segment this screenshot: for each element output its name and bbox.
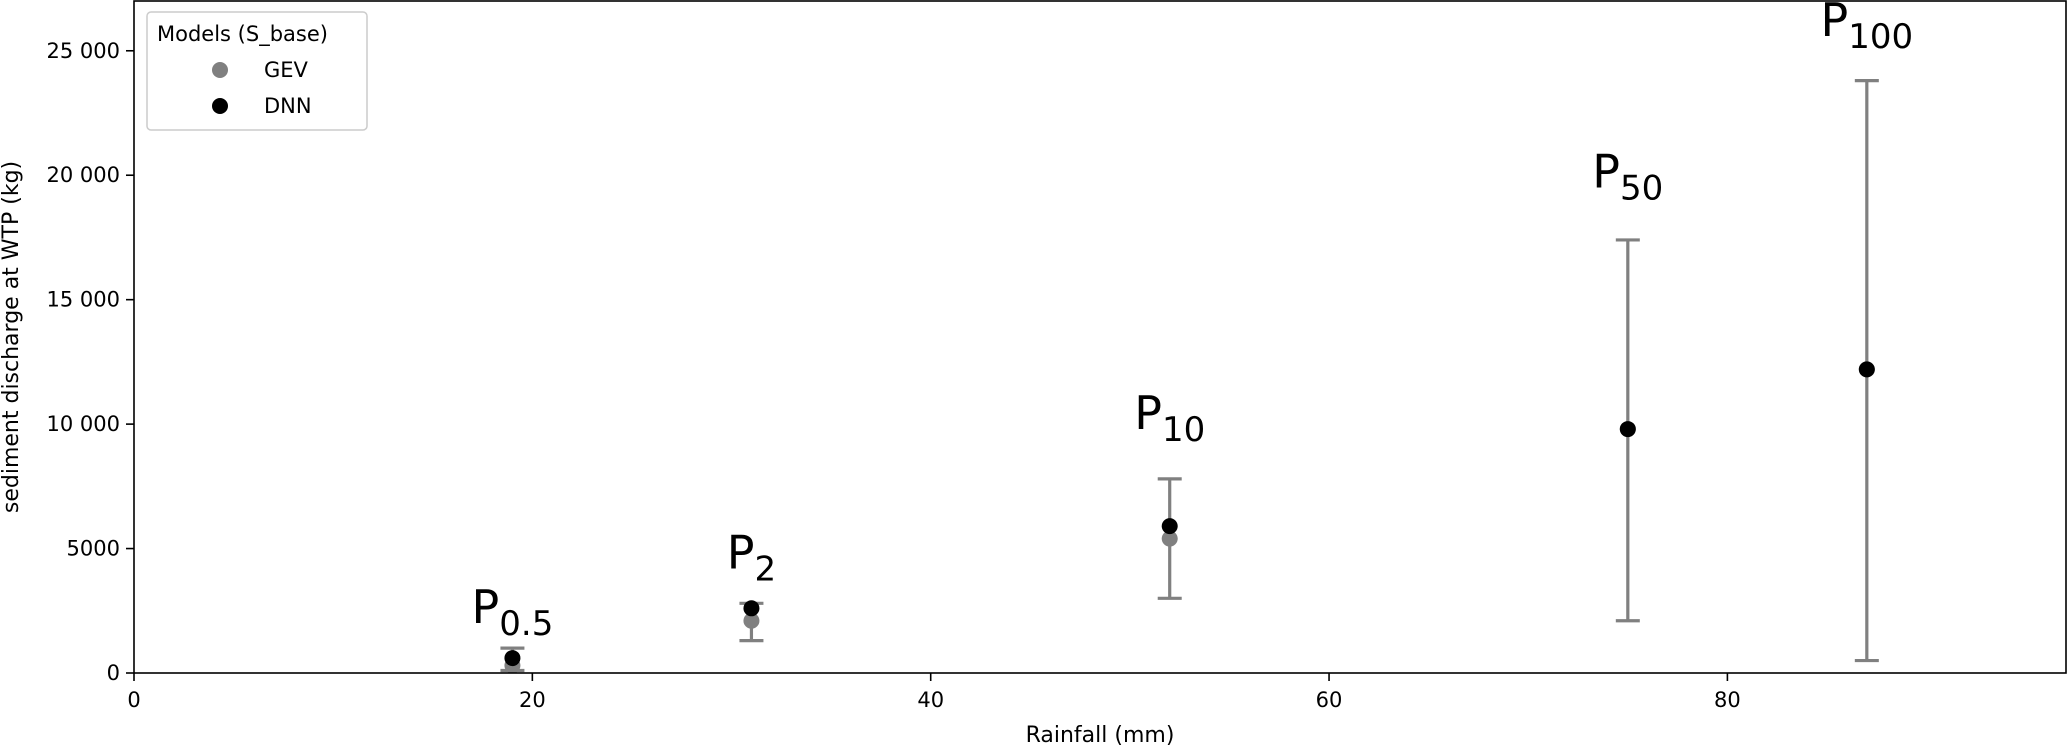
y-tick-label: 5000 xyxy=(67,537,120,561)
legend: Models (S_base) GEV DNN xyxy=(146,11,368,131)
legend-box xyxy=(146,11,368,131)
axis-ticks: 0 20 40 60 80 0 5000 10 000 15 000 20 000 25 000 xyxy=(47,39,1741,712)
data-points xyxy=(504,361,1875,674)
y-axis-label: sediment discharge at WTP (kg) xyxy=(0,161,24,513)
point-dnn xyxy=(1161,518,1178,535)
y-tick-label: 15 000 xyxy=(47,288,120,312)
annotation-label: P100 xyxy=(1820,0,1913,57)
x-tick-label: 40 xyxy=(917,688,944,712)
point-gev xyxy=(1161,530,1178,547)
point-dnn xyxy=(504,650,521,667)
x-tick-label: 80 xyxy=(1714,688,1741,712)
legend-label-dnn: DNN xyxy=(264,94,312,118)
point-dnn xyxy=(743,600,760,617)
annotation-label: P2 xyxy=(727,525,776,589)
y-tick-label: 10 000 xyxy=(47,412,120,436)
legend-marker-gev xyxy=(212,62,228,78)
x-axis-label: Rainfall (mm) xyxy=(1026,723,1175,746)
legend-marker-dnn xyxy=(212,98,228,114)
x-tick-label: 0 xyxy=(127,688,140,712)
error-bars xyxy=(500,79,1879,673)
annotations: P0.5 P2 P10 P50 P100 xyxy=(472,0,1914,644)
x-tick-label: 60 xyxy=(1316,688,1343,712)
point-dnn xyxy=(1858,361,1875,378)
x-tick-label: 20 xyxy=(519,688,546,712)
y-tick-label: 0 xyxy=(107,661,120,685)
annotation-label: P0.5 xyxy=(472,580,554,644)
plot-frame xyxy=(133,0,2067,674)
point-gev xyxy=(743,612,760,629)
annotation-label: P50 xyxy=(1592,145,1663,209)
point-dnn xyxy=(1619,421,1636,438)
y-tick-label: 20 000 xyxy=(47,163,120,187)
annotation-label: P10 xyxy=(1134,386,1205,450)
legend-title: Models (S_base) xyxy=(157,22,328,47)
y-tick-label: 25 000 xyxy=(47,39,120,63)
legend-label-gev: GEV xyxy=(264,58,309,82)
